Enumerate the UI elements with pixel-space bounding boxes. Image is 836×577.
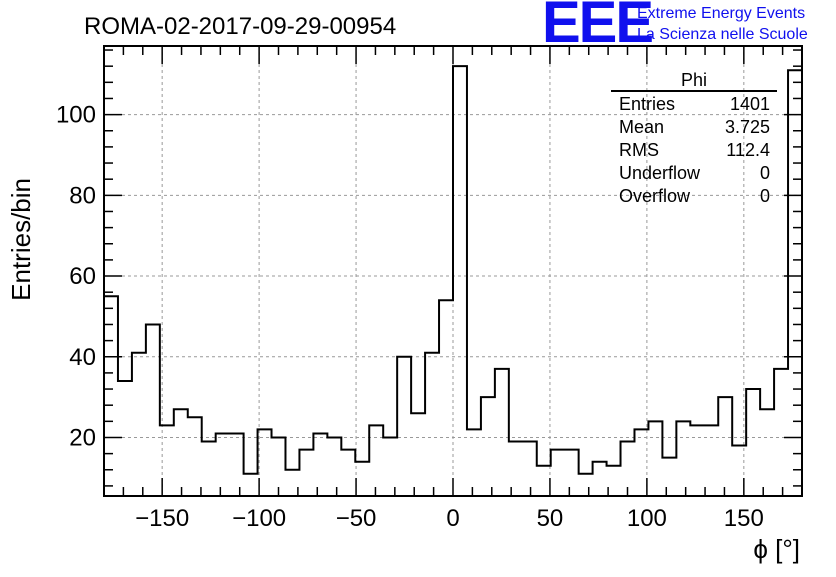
- x-tick-label: −100: [232, 505, 286, 532]
- histogram-bin: [369, 425, 383, 496]
- histogram-bin: [411, 413, 425, 496]
- histogram-bin: [551, 450, 565, 496]
- histogram-bin: [425, 353, 439, 496]
- histogram-bin: [118, 381, 132, 496]
- histogram-bin: [634, 429, 648, 496]
- histogram-bin: [453, 66, 467, 496]
- x-tick-label: −50: [336, 505, 377, 532]
- chart-title: ROMA-02-2017-09-29-00954: [84, 13, 396, 40]
- histogram-bin: [746, 389, 760, 496]
- x-tick-label: 150: [724, 505, 764, 532]
- histogram-bin: [327, 437, 341, 496]
- stats-row-label: Overflow: [619, 186, 691, 206]
- x-tick-label: 0: [446, 505, 459, 532]
- histogram-bin: [760, 409, 774, 496]
- histogram-outline: [103, 65, 803, 496]
- stats-title: Phi: [681, 70, 707, 90]
- histogram-bin: [202, 442, 216, 496]
- histogram-bin: [481, 397, 495, 496]
- y-tick-label: 40: [69, 344, 96, 371]
- histogram-bin: [537, 466, 551, 496]
- y-tick-label: 60: [69, 263, 96, 290]
- stats-row-value: 1401: [730, 94, 770, 114]
- histogram-bin: [285, 470, 299, 496]
- histogram-bin: [676, 421, 690, 496]
- histogram-bin: [397, 357, 411, 496]
- plot-frame: [103, 45, 803, 497]
- histogram-bin: [341, 450, 355, 496]
- histogram-bin: [160, 425, 174, 496]
- histogram-bin: [313, 433, 327, 496]
- histogram-bin: [774, 369, 788, 496]
- histogram-bin: [718, 397, 732, 496]
- histogram-bin: [788, 70, 802, 496]
- histogram-bin: [509, 442, 523, 496]
- histogram-bin: [299, 450, 313, 496]
- x-tick-label: −150: [135, 505, 189, 532]
- stats-row-value: 0: [760, 163, 770, 183]
- histogram-bin: [272, 437, 286, 496]
- stats-rows: Entries 1401 Mean 3.725 RMS 112.4 Underflow 0 Ov…: [619, 94, 770, 206]
- histogram-bin: [174, 409, 188, 496]
- histogram-bin: [621, 442, 635, 496]
- y-tick-label: 80: [69, 182, 96, 209]
- histogram-bin: [495, 369, 509, 496]
- stats-row-label: Entries: [619, 94, 675, 114]
- histogram-bin: [104, 296, 118, 496]
- x-axis-label: ϕ [°]: [753, 534, 800, 564]
- stats-row-label: Underflow: [619, 163, 701, 183]
- stats-row-value: 0: [760, 186, 770, 206]
- histogram-bin: [648, 421, 662, 496]
- histogram-bin: [662, 458, 676, 496]
- stats-row-label: Mean: [619, 117, 664, 137]
- tick-labels: −150 −100 −50 0 50 100 150 20 40 60 80 100: [56, 102, 764, 532]
- x-tick-label: 50: [537, 505, 564, 532]
- histogram-bin: [188, 417, 202, 496]
- histogram-bin: [732, 446, 746, 496]
- y-tick-label: 100: [56, 102, 96, 129]
- histogram-bin: [439, 300, 453, 496]
- histogram-bin: [258, 429, 272, 496]
- histogram-bin: [355, 462, 369, 496]
- stats-row-label: RMS: [619, 140, 659, 160]
- histogram-bin: [216, 433, 230, 496]
- logo-line-2: La Scienza nelle Scuole: [637, 26, 808, 43]
- x-tick-label: 100: [627, 505, 667, 532]
- histogram-bin: [607, 466, 621, 496]
- histogram-bin: [467, 429, 481, 496]
- stats-box: Phi Entries 1401 Mean 3.725 RMS 112.4 Underflo…: [611, 70, 777, 206]
- histogram-bin: [704, 425, 718, 496]
- axis-ticks: [103, 46, 803, 496]
- histogram-bin: [523, 442, 537, 496]
- histogram-bin: [132, 353, 146, 496]
- stats-row-value: 112.4: [726, 140, 770, 160]
- histogram-bin: [579, 474, 593, 496]
- histogram-bin: [146, 324, 160, 496]
- y-axis-label: Entries/bin: [6, 178, 36, 301]
- histogram-bin: [565, 450, 579, 496]
- y-tick-label: 20: [69, 424, 96, 451]
- eee-logo: EEE Extreme Energy Events La Scienza nel…: [542, 0, 808, 55]
- histogram-bin: [690, 425, 704, 496]
- histogram-bin: [230, 433, 244, 496]
- histogram-bin: [593, 462, 607, 496]
- logo-line-1: Extreme Energy Events: [637, 5, 805, 22]
- histogram-bin: [383, 437, 397, 496]
- stats-row-value: 3.725: [725, 117, 770, 137]
- histogram-bin: [244, 474, 258, 496]
